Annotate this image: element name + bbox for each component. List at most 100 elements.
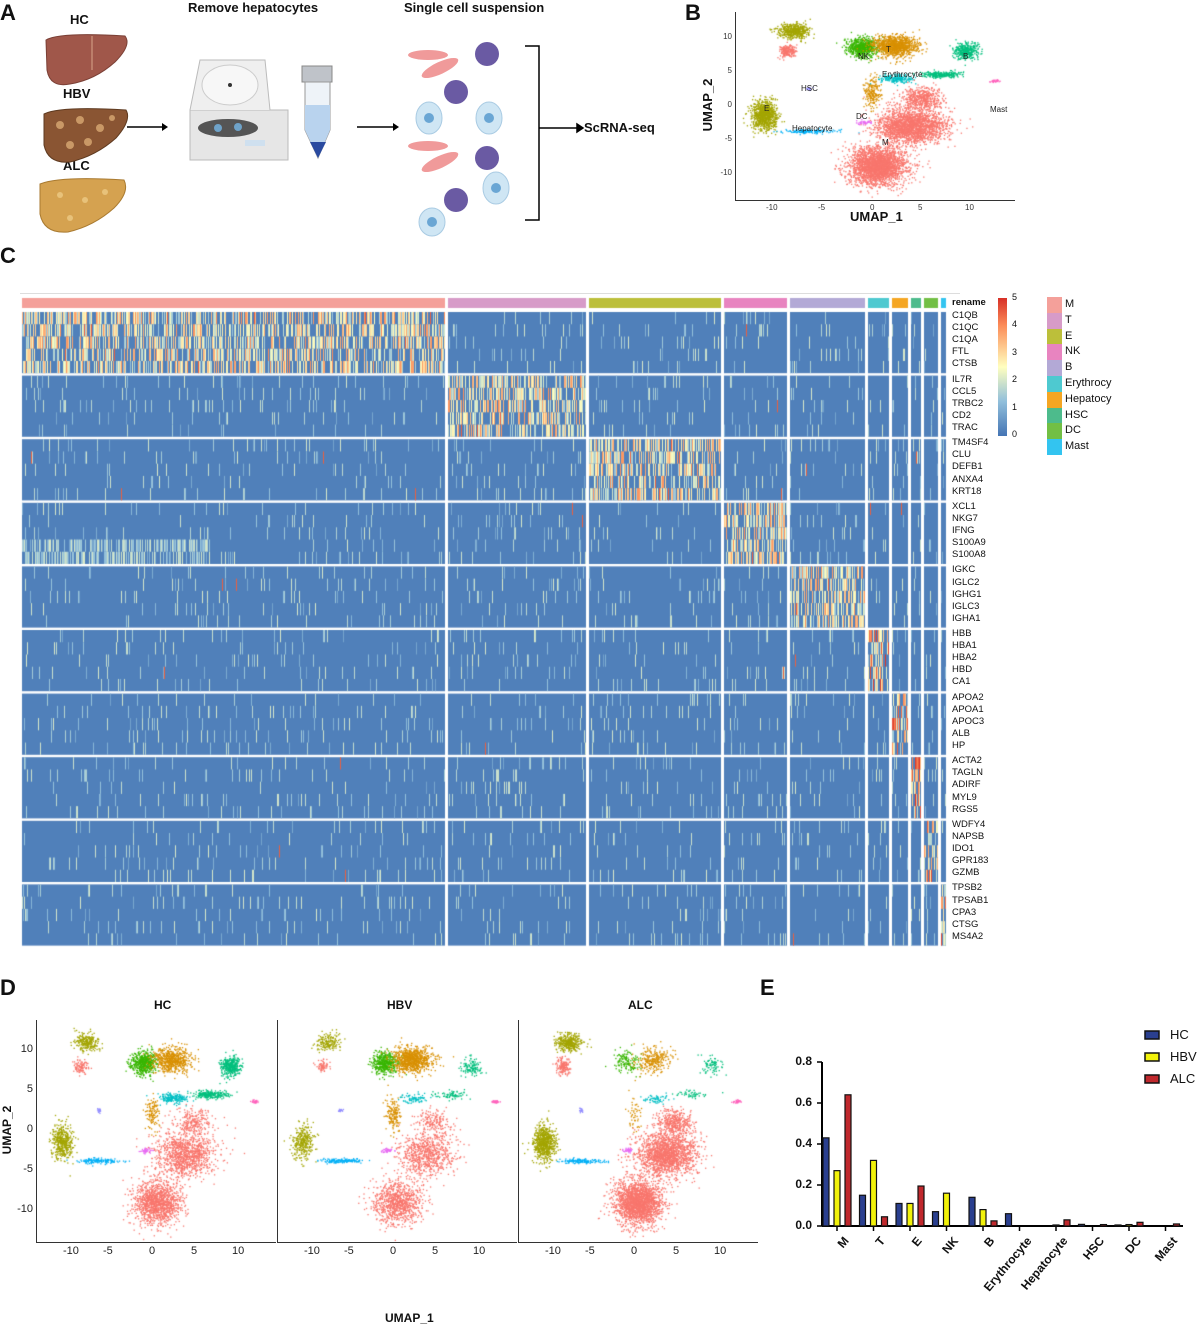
legend-swatch bbox=[1047, 360, 1062, 376]
legend-swatch bbox=[1047, 376, 1062, 392]
legend-label: ALC bbox=[1170, 1071, 1196, 1086]
bar-hc bbox=[1004, 1213, 1013, 1227]
marker-gene-heatmap bbox=[20, 296, 950, 948]
y-tick: -5 bbox=[724, 134, 732, 143]
gene-label: CTSB bbox=[952, 358, 978, 370]
gene-label: IGLC2 bbox=[952, 576, 980, 588]
legend-swatch bbox=[1047, 423, 1062, 440]
gene-label: IGHA1 bbox=[952, 612, 981, 624]
colorbar-tick: 2 bbox=[1012, 374, 1018, 385]
x-tick: -5 bbox=[585, 1245, 595, 1257]
gene-label: TPSAB1 bbox=[952, 894, 989, 906]
umap-b-y-axis bbox=[735, 12, 736, 200]
legend-label: Mast bbox=[1065, 440, 1089, 453]
umap-b-scatter bbox=[736, 12, 1016, 200]
gene-label: APOC3 bbox=[952, 715, 985, 727]
y-tick-label: 0.8 bbox=[795, 1054, 812, 1068]
gene-label: XCL1 bbox=[952, 500, 976, 512]
x-tick: 5 bbox=[918, 203, 923, 212]
y-tick: 0 bbox=[26, 1123, 33, 1135]
heatmap-colorbar bbox=[998, 298, 1007, 436]
legend-swatch bbox=[1047, 328, 1062, 345]
bar-hc bbox=[1114, 1224, 1122, 1227]
bar-hc bbox=[1077, 1223, 1086, 1227]
umap-d-scatter bbox=[37, 1020, 277, 1242]
gene-label: CCL5 bbox=[952, 385, 977, 397]
step-single-cell-suspension: Single cell suspension bbox=[404, 0, 545, 15]
gene-label: CD2 bbox=[952, 409, 972, 421]
x-tick: 5 bbox=[673, 1245, 680, 1257]
arrow-icon bbox=[357, 123, 399, 131]
gene-label: C1QA bbox=[952, 334, 978, 346]
cluster-label-m: M bbox=[882, 138, 889, 147]
gene-label: NKG7 bbox=[952, 512, 978, 524]
bar-alc bbox=[1172, 1223, 1181, 1227]
umap-d-xlabel: UMAP_1 bbox=[385, 1311, 434, 1325]
bar-hc bbox=[931, 1211, 940, 1227]
gene-label: HBA2 bbox=[952, 652, 977, 664]
gene-label: FTL bbox=[952, 346, 969, 358]
gene-label: CA1 bbox=[952, 676, 971, 688]
arrow-icon bbox=[127, 123, 168, 131]
umap-b-x-axis bbox=[735, 200, 1015, 201]
bar-alc bbox=[1063, 1219, 1071, 1227]
bar-hbv bbox=[869, 1159, 878, 1227]
umap-d-y-axis bbox=[36, 1020, 37, 1242]
gene-label: S100A9 bbox=[952, 537, 986, 549]
legend-swatch bbox=[1047, 312, 1062, 329]
umap-d-title: HC bbox=[154, 998, 172, 1012]
x-tick: -5 bbox=[103, 1245, 113, 1257]
gene-label: MYL9 bbox=[952, 791, 977, 803]
x-tick: 0 bbox=[631, 1245, 638, 1257]
bar-hbv bbox=[1125, 1223, 1133, 1227]
umap-d-x-axis bbox=[36, 1242, 276, 1243]
umap-d-y-axis bbox=[277, 1020, 278, 1242]
legend-swatch bbox=[1144, 1052, 1160, 1062]
gene-label: TRBC2 bbox=[952, 397, 984, 409]
x-tick: 5 bbox=[432, 1245, 439, 1257]
x-tick: 0 bbox=[870, 203, 875, 212]
gene-label: TPSB2 bbox=[952, 882, 983, 894]
gene-label: ADIRF bbox=[952, 779, 981, 791]
liver-alc-icon bbox=[39, 178, 127, 233]
gene-label: S100A8 bbox=[952, 549, 986, 561]
sample-hbv-label: HBV bbox=[63, 86, 91, 101]
x-tick: -10 bbox=[545, 1245, 561, 1257]
y-tick: 5 bbox=[26, 1083, 33, 1095]
gene-label: GPR183 bbox=[952, 855, 989, 867]
legend-swatch bbox=[1144, 1074, 1160, 1084]
x-tick: 10 bbox=[232, 1245, 245, 1257]
gene-label: HBA1 bbox=[952, 640, 977, 652]
panel-c-label: C bbox=[0, 243, 16, 268]
sample-hc-label: HC bbox=[70, 12, 89, 27]
legend-label: Hepatocy bbox=[1065, 392, 1112, 405]
x-tick: 0 bbox=[390, 1245, 397, 1257]
panel-a-label: A bbox=[0, 0, 16, 25]
legend-swatch bbox=[1047, 344, 1062, 361]
y-tick: 5 bbox=[727, 66, 732, 75]
gene-label: WDFY4 bbox=[952, 818, 986, 830]
gene-label: IL7R bbox=[952, 373, 973, 385]
cluster-label-erythrocyte: Erythrocyte bbox=[882, 70, 923, 79]
bar-hbv bbox=[942, 1192, 951, 1227]
tube-icon bbox=[301, 65, 333, 160]
bar-alc bbox=[1136, 1221, 1144, 1227]
gene-label: C1QB bbox=[952, 310, 978, 321]
gene-label: CTSG bbox=[952, 918, 979, 930]
bar-alc bbox=[880, 1216, 889, 1227]
legend-label: T bbox=[1065, 313, 1072, 326]
gene-label: ACTA2 bbox=[952, 755, 982, 767]
legend-label: HSC bbox=[1065, 408, 1089, 421]
x-tick: -5 bbox=[818, 203, 826, 212]
umap-d-x-axis bbox=[277, 1242, 517, 1243]
legend-swatch bbox=[1047, 297, 1062, 313]
gene-label: CLU bbox=[952, 449, 972, 461]
x-tick: 10 bbox=[714, 1245, 727, 1257]
cluster-label-t: T bbox=[886, 45, 891, 54]
cluster-label-nk: NK bbox=[858, 52, 870, 61]
gene-label: TRAC bbox=[952, 422, 978, 433]
gene-label: IGHG1 bbox=[952, 588, 982, 600]
gene-label: RGS5 bbox=[952, 803, 978, 815]
cluster-label-hsc: HSC bbox=[801, 84, 818, 93]
